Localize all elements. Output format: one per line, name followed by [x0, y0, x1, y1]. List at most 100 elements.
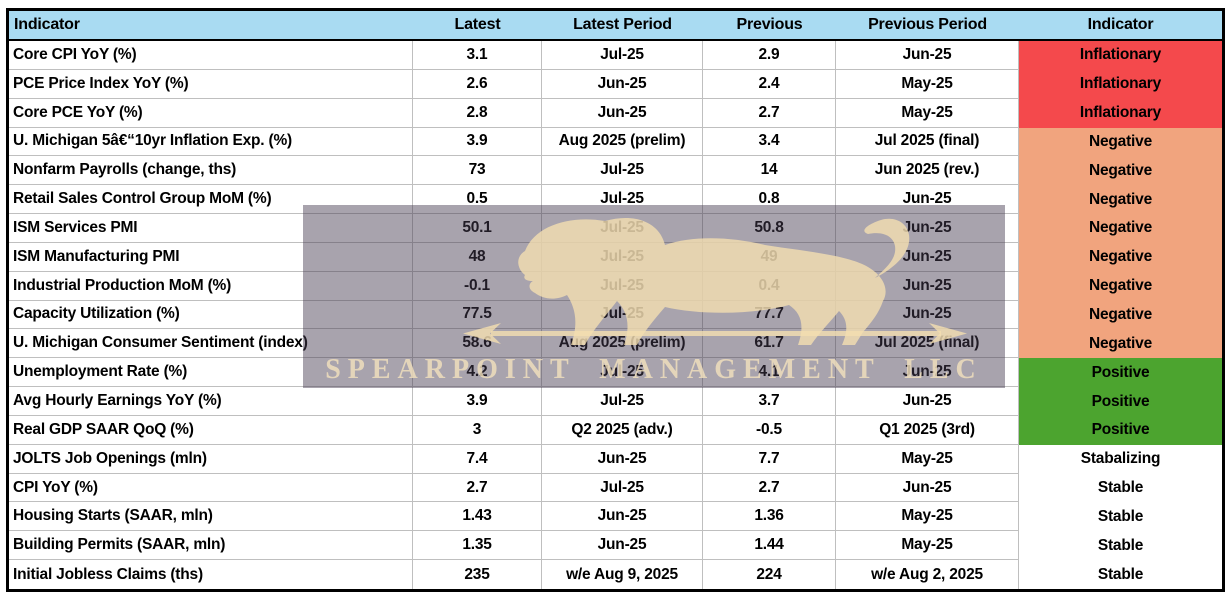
- previous-period-cell: Jun-25: [836, 387, 1019, 416]
- status-cell: Negative: [1019, 156, 1222, 186]
- latest-period-cell: Jun-25: [542, 98, 703, 128]
- column-header-previous-period: Previous Period: [836, 11, 1019, 41]
- latest-period-cell: Jun-25: [542, 69, 703, 99]
- previous-period-cell: Jun-25: [836, 185, 1019, 215]
- previous-cell: 4.1: [703, 358, 836, 388]
- latest-cell: 58.6: [413, 329, 542, 359]
- previous-period-cell: May-25: [836, 444, 1019, 474]
- indicator-name-cell: U. Michigan Consumer Sentiment (index): [9, 329, 413, 359]
- indicator-name-cell: U. Michigan 5â€“10yr Inflation Exp. (%): [9, 127, 413, 157]
- column-header-indicator: Indicator: [9, 11, 413, 41]
- latest-period-cell: Q2 2025 (adv.): [542, 415, 703, 445]
- previous-cell: 2.7: [703, 473, 836, 503]
- latest-cell: 3: [413, 415, 542, 445]
- indicator-name-cell: CPI YoY (%): [9, 473, 413, 503]
- latest-period-cell: Jul-25: [542, 358, 703, 388]
- status-cell: Negative: [1019, 242, 1222, 272]
- indicator-name-cell: ISM Services PMI: [9, 214, 413, 243]
- previous-cell: -0.5: [703, 415, 836, 445]
- previous-period-cell: May-25: [836, 531, 1019, 561]
- status-cell: Stable: [1019, 560, 1222, 589]
- previous-cell: 0.4: [703, 271, 836, 301]
- latest-cell: 3.9: [413, 387, 542, 416]
- previous-cell: 2.4: [703, 69, 836, 99]
- latest-cell: 2.7: [413, 473, 542, 503]
- status-cell: Positive: [1019, 415, 1222, 445]
- latest-cell: 48: [413, 242, 542, 272]
- previous-period-cell: Jun-25: [836, 214, 1019, 243]
- status-cell: Stable: [1019, 531, 1222, 561]
- previous-period-cell: Jun-25: [836, 358, 1019, 388]
- previous-cell: 3.7: [703, 387, 836, 416]
- status-cell: Negative: [1019, 300, 1222, 330]
- previous-period-cell: Jul 2025 (final): [836, 127, 1019, 157]
- indicator-name-cell: Building Permits (SAAR, mln): [9, 531, 413, 561]
- column-header-latest-period: Latest Period: [542, 11, 703, 41]
- column-header-latest: Latest: [413, 11, 542, 41]
- latest-period-cell: Jul-25: [542, 156, 703, 186]
- latest-period-cell: Jun-25: [542, 531, 703, 561]
- latest-cell: 73: [413, 156, 542, 186]
- latest-period-cell: Jul-25: [542, 41, 703, 70]
- latest-cell: 235: [413, 560, 542, 589]
- previous-period-cell: Q1 2025 (3rd): [836, 415, 1019, 445]
- latest-cell: 3.1: [413, 41, 542, 70]
- previous-period-cell: Jun-25: [836, 41, 1019, 70]
- indicators-table: Indicator Latest Latest Period Previous Prev…: [6, 8, 1225, 592]
- status-cell: Stable: [1019, 502, 1222, 532]
- indicator-name-cell: Initial Jobless Claims (ths): [9, 560, 413, 589]
- latest-period-cell: Jul-25: [542, 300, 703, 330]
- previous-period-cell: Jun-25: [836, 473, 1019, 503]
- status-cell: Positive: [1019, 387, 1222, 416]
- column-header-previous: Previous: [703, 11, 836, 41]
- latest-period-cell: Jul-25: [542, 271, 703, 301]
- status-cell: Negative: [1019, 185, 1222, 215]
- status-cell: Stabalizing: [1019, 444, 1222, 474]
- previous-period-cell: Jun-25: [836, 300, 1019, 330]
- status-cell: Inflationary: [1019, 69, 1222, 99]
- latest-cell: 4.2: [413, 358, 542, 388]
- status-cell: Inflationary: [1019, 98, 1222, 128]
- latest-cell: 1.43: [413, 502, 542, 532]
- latest-cell: 50.1: [413, 214, 542, 243]
- previous-cell: 1.44: [703, 531, 836, 561]
- latest-period-cell: Jun-25: [542, 502, 703, 532]
- indicator-name-cell: Core CPI YoY (%): [9, 41, 413, 70]
- status-cell: Negative: [1019, 329, 1222, 359]
- indicator-name-cell: ISM Manufacturing PMI: [9, 242, 413, 272]
- previous-cell: 1.36: [703, 502, 836, 532]
- previous-period-cell: May-25: [836, 502, 1019, 532]
- latest-period-cell: Aug 2025 (prelim): [542, 329, 703, 359]
- column-header-status: Indicator: [1019, 11, 1222, 41]
- latest-period-cell: Jul-25: [542, 214, 703, 243]
- previous-cell: 61.7: [703, 329, 836, 359]
- indicator-name-cell: Core PCE YoY (%): [9, 98, 413, 128]
- previous-cell: 2.9: [703, 41, 836, 70]
- previous-period-cell: w/e Aug 2, 2025: [836, 560, 1019, 589]
- latest-cell: 3.9: [413, 127, 542, 157]
- latest-period-cell: Jul-25: [542, 473, 703, 503]
- indicator-name-cell: Industrial Production MoM (%): [9, 271, 413, 301]
- previous-cell: 0.8: [703, 185, 836, 215]
- status-cell: Negative: [1019, 214, 1222, 243]
- indicator-name-cell: Unemployment Rate (%): [9, 358, 413, 388]
- indicator-name-cell: Avg Hourly Earnings YoY (%): [9, 387, 413, 416]
- previous-cell: 2.7: [703, 98, 836, 128]
- latest-cell: 77.5: [413, 300, 542, 330]
- previous-period-cell: Jun-25: [836, 242, 1019, 272]
- latest-period-cell: Jul-25: [542, 185, 703, 215]
- previous-cell: 7.7: [703, 444, 836, 474]
- status-cell: Negative: [1019, 271, 1222, 301]
- indicator-name-cell: PCE Price Index YoY (%): [9, 69, 413, 99]
- previous-period-cell: May-25: [836, 69, 1019, 99]
- previous-cell: 224: [703, 560, 836, 589]
- status-cell: Negative: [1019, 127, 1222, 157]
- indicator-name-cell: JOLTS Job Openings (mln): [9, 444, 413, 474]
- indicator-name-cell: Capacity Utilization (%): [9, 300, 413, 330]
- indicator-name-cell: Housing Starts (SAAR, mln): [9, 502, 413, 532]
- indicator-name-cell: Retail Sales Control Group MoM (%): [9, 185, 413, 215]
- previous-period-cell: Jun 2025 (rev.): [836, 156, 1019, 186]
- previous-cell: 3.4: [703, 127, 836, 157]
- indicator-name-cell: Real GDP SAAR QoQ (%): [9, 415, 413, 445]
